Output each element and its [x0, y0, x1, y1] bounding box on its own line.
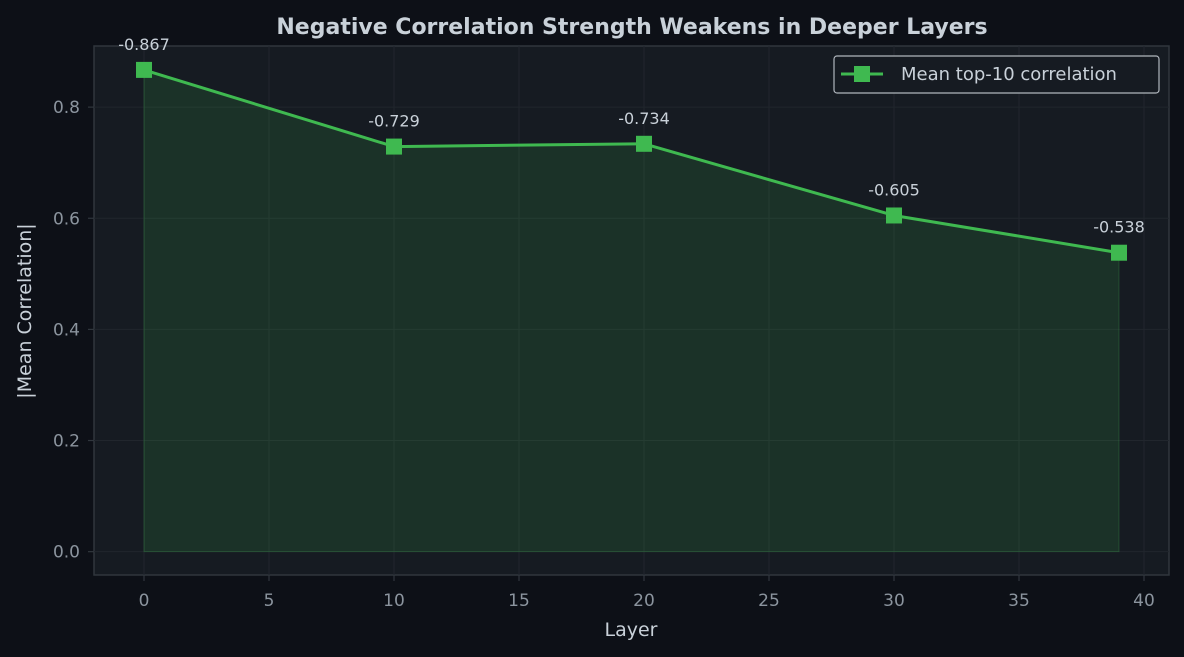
x-tick-label: 40 — [1133, 591, 1155, 611]
data-point-marker — [886, 207, 902, 224]
plot-area — [93, 45, 1170, 576]
data-point-marker — [136, 61, 152, 78]
x-tick-label: 20 — [633, 591, 655, 611]
data-label: -0.734 — [618, 109, 670, 128]
y-tick-label: 0.2 — [53, 432, 80, 452]
data-label: -0.605 — [868, 180, 920, 199]
legend: Mean top-10 correlation — [833, 55, 1160, 94]
legend-series-name: Mean top-10 correlation — [901, 64, 1117, 85]
x-tick-label: 10 — [383, 591, 405, 611]
data-label: -0.729 — [368, 112, 420, 131]
y-axis-label: |Mean Correlation| — [14, 223, 36, 398]
legend-box — [833, 55, 1160, 94]
axis-ticks: 0 5 10 15 20 25 30 35 40 0.0 0.2 0.4 0.6 0.8 — [53, 98, 1155, 611]
data-point-marker — [386, 138, 402, 155]
x-axis-label: Layer — [605, 619, 658, 641]
x-tick-label: 5 — [264, 591, 275, 611]
y-tick-label: 0.4 — [53, 320, 80, 340]
series-layer: -0.867 -0.729 -0.734 -0.605 -0.538 — [118, 35, 1145, 553]
data-point-marker — [1111, 244, 1127, 261]
x-tick-label: 25 — [758, 591, 780, 611]
y-tick-label: 0.0 — [53, 543, 80, 563]
grid-lines — [94, 46, 1169, 575]
x-tick-label: 15 — [508, 591, 530, 611]
y-tick-label: 0.8 — [53, 98, 80, 118]
chart-title: Negative Correlation Strength Weakens in… — [276, 15, 987, 40]
x-tick-label: 30 — [883, 591, 905, 611]
x-tick-label: 0 — [139, 591, 150, 611]
x-tick-label: 35 — [1008, 591, 1030, 611]
data-point-marker — [636, 135, 652, 152]
data-label: -0.867 — [118, 35, 170, 54]
y-tick-label: 0.6 — [53, 209, 80, 229]
data-label: -0.538 — [1093, 218, 1145, 237]
legend-marker-swatch — [854, 66, 870, 82]
